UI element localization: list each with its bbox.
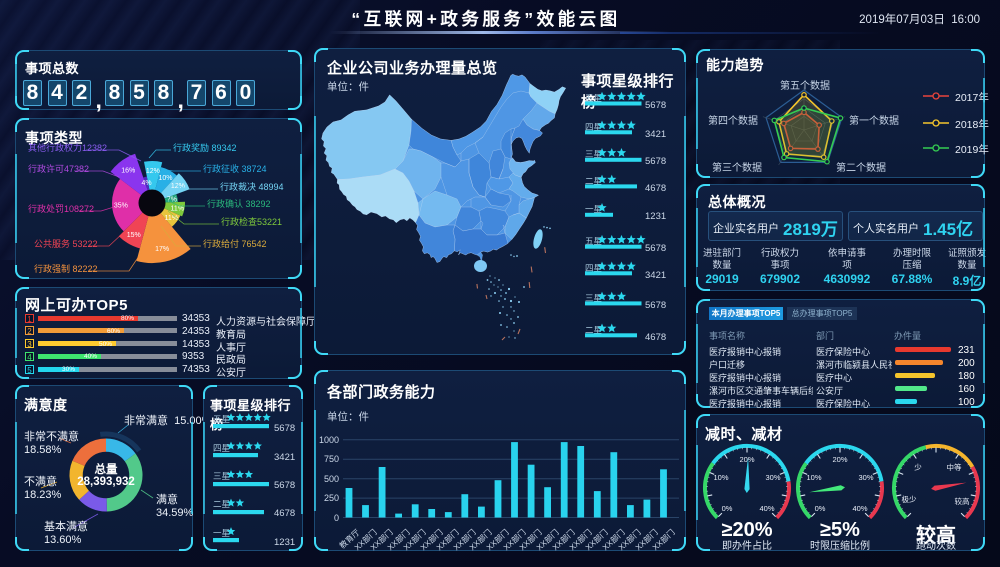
svg-text:17%: 17% [155,246,169,253]
svg-text:11%: 11% [165,215,179,222]
svg-text:11%: 11% [171,205,185,212]
svg-text:35%: 35% [114,203,128,210]
svg-text:15%: 15% [127,232,141,239]
svg-text:7%: 7% [167,197,177,204]
svg-text:16%: 16% [121,168,135,175]
svg-text:12%: 12% [146,168,160,175]
svg-text:4%: 4% [141,180,151,187]
svg-text:12%: 12% [171,183,185,190]
svg-text:10%: 10% [158,175,172,182]
